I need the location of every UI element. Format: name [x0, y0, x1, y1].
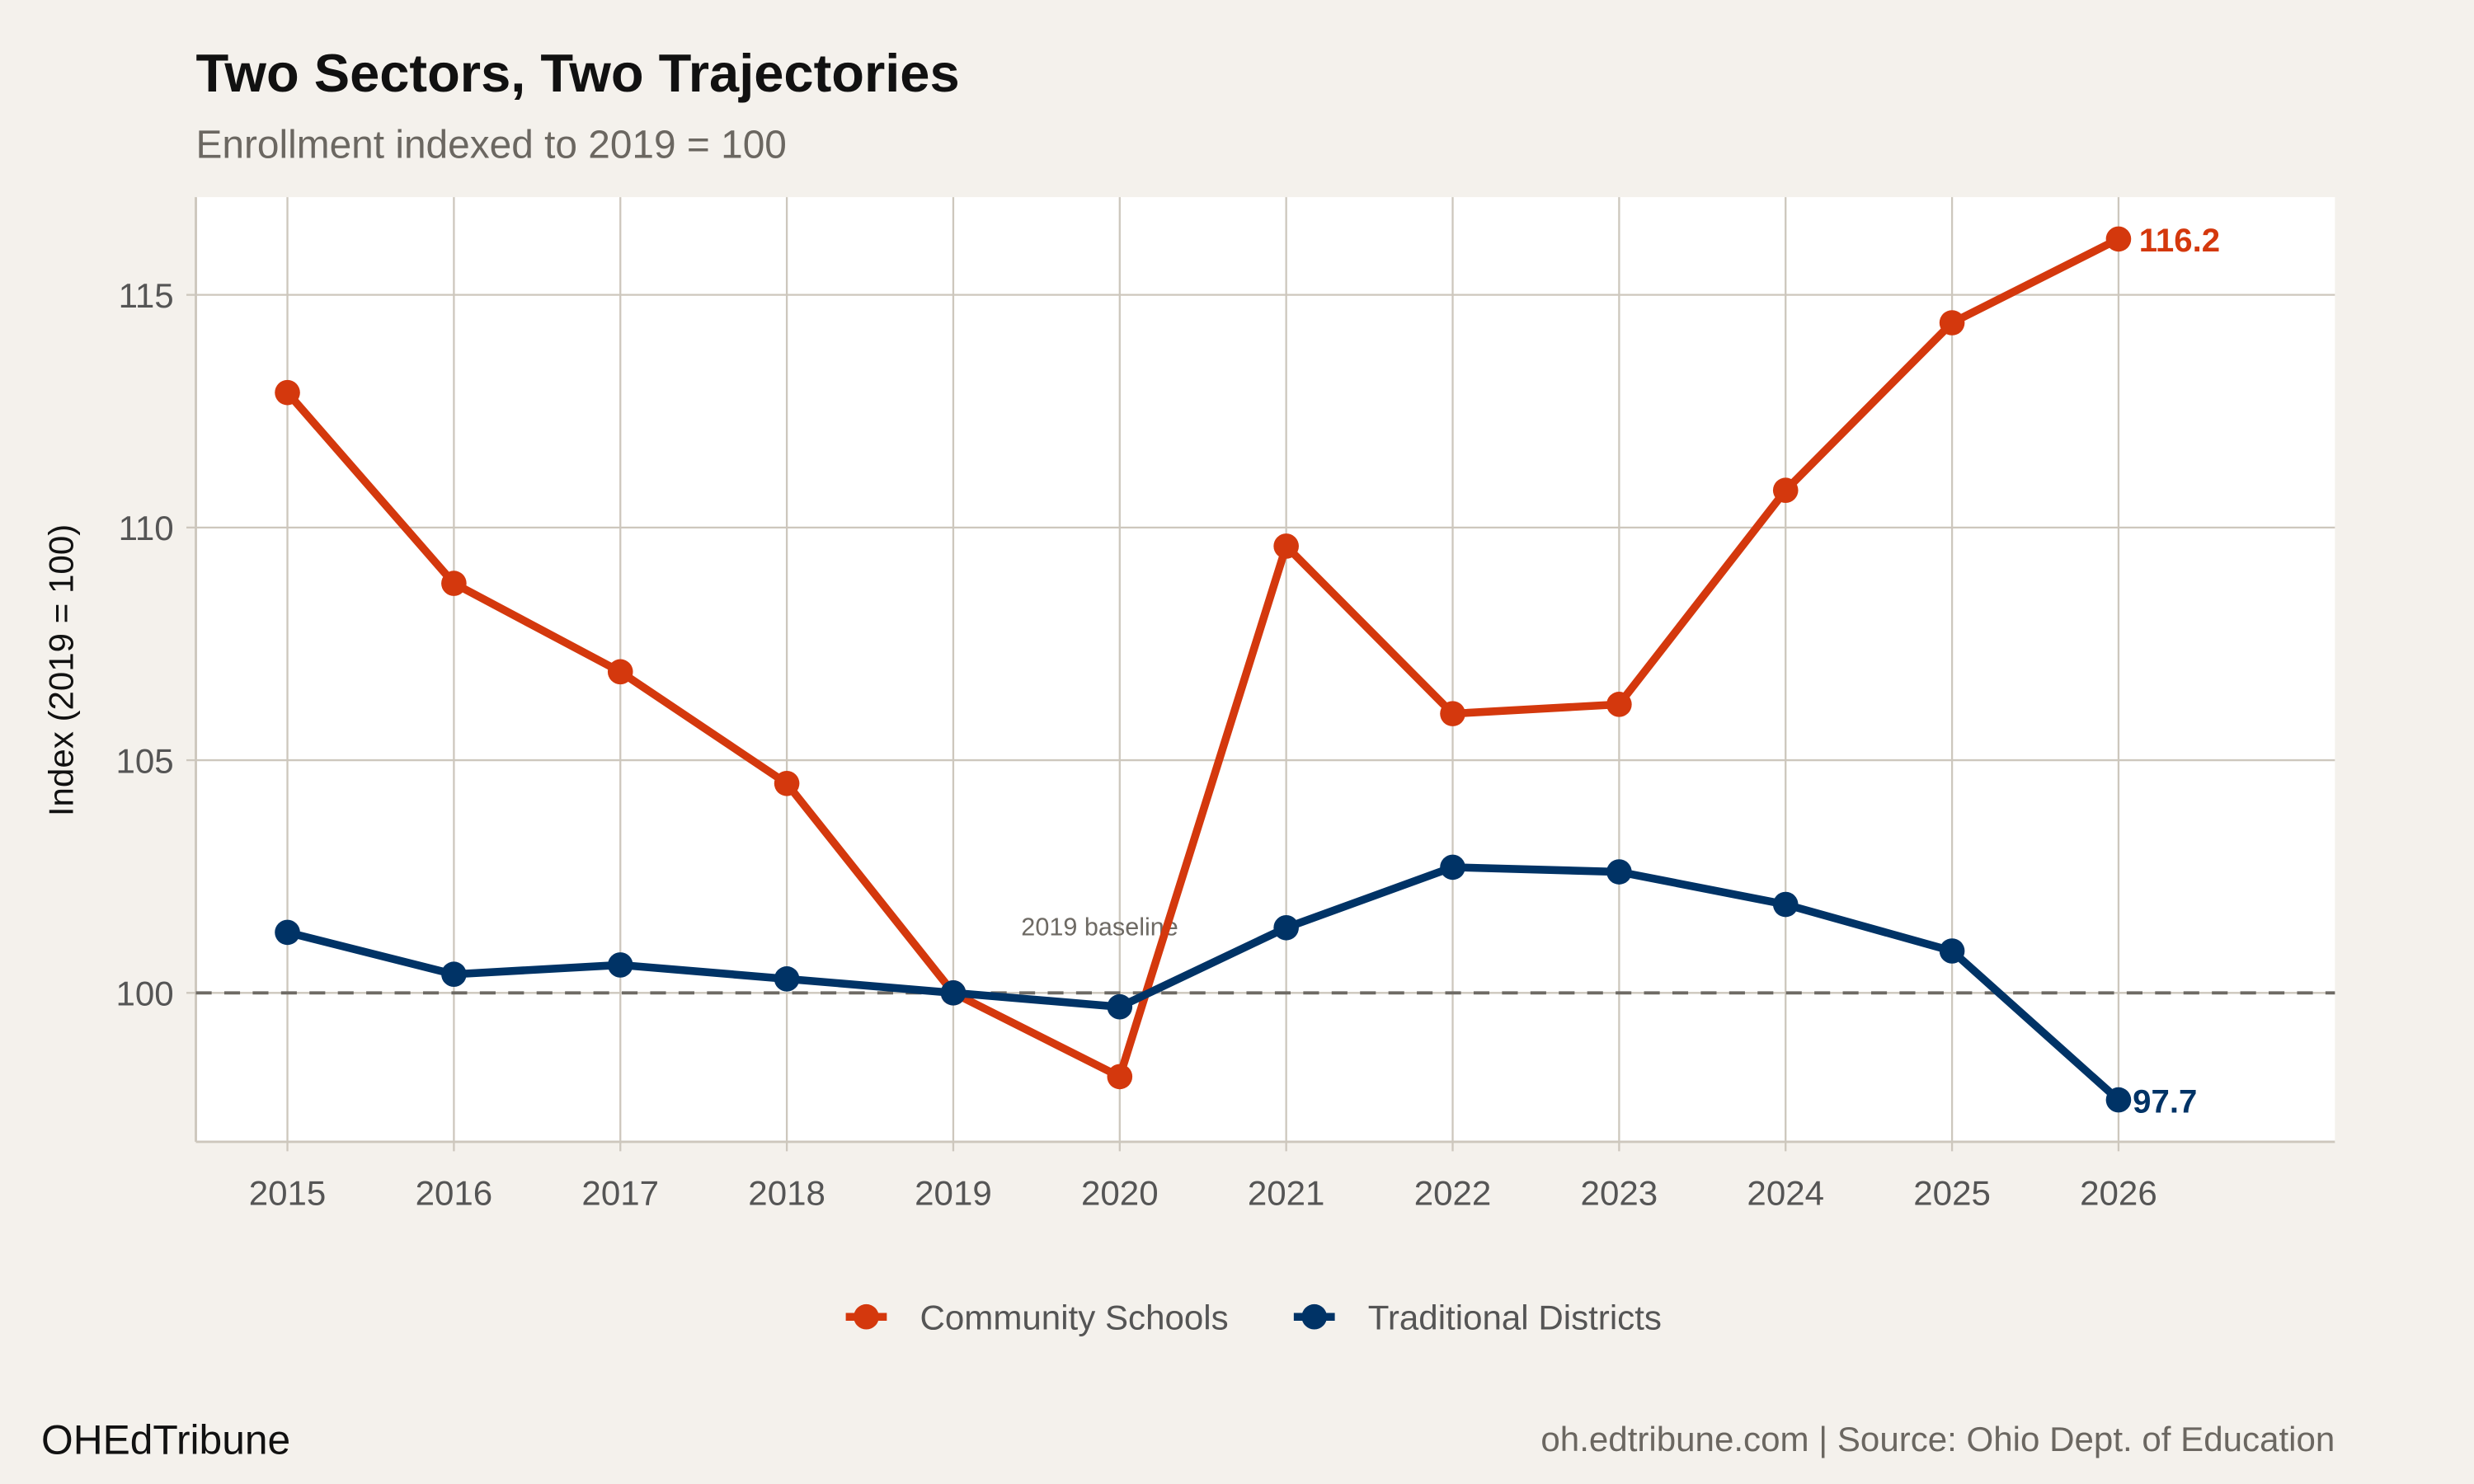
baseline-annotation: 2019 baseline	[1021, 913, 1178, 941]
data-point	[1772, 477, 1799, 504]
x-tick-label: 2017	[581, 1173, 659, 1212]
data-point	[1440, 854, 1465, 881]
chart-title: Two Sectors, Two Trajectories	[196, 43, 960, 103]
data-point	[441, 961, 467, 988]
data-point	[275, 379, 300, 406]
gridlines	[195, 197, 2335, 1142]
data-point	[1772, 891, 1799, 918]
data-point	[1440, 701, 1465, 726]
x-tick-label: 2026	[2080, 1173, 2157, 1212]
y-axis-label: Index (2019 = 100)	[41, 524, 80, 816]
data-point	[1606, 859, 1632, 885]
data-point	[774, 770, 800, 796]
data-point	[1273, 914, 1299, 941]
series-group: 116.2 97.7	[275, 222, 2220, 1120]
y-tick-label: 110	[119, 509, 174, 547]
data-point	[1939, 310, 1965, 336]
data-point	[2105, 1087, 2132, 1113]
legend-swatch-point	[854, 1303, 879, 1330]
data-point	[441, 571, 467, 596]
source-label: oh.edtribune.com | Source: Ohio Dept. of…	[1540, 1420, 2335, 1458]
data-point	[1107, 1064, 1133, 1090]
x-tick-label: 2022	[1414, 1173, 1492, 1212]
series-line	[284, 235, 2121, 1081]
data-point	[275, 919, 300, 946]
plot-panel	[195, 197, 2335, 1142]
series-traditional-districts: 97.7	[275, 854, 2197, 1120]
legend-label: Traditional Districts	[1368, 1298, 1662, 1337]
legend: Community Schools Traditional Districts	[845, 1298, 1662, 1337]
x-tick-label: 2024	[1747, 1173, 1824, 1212]
data-point	[607, 659, 633, 685]
legend-swatch-point	[1301, 1303, 1328, 1330]
data-point	[1606, 692, 1632, 717]
x-tick-label: 2020	[1081, 1173, 1159, 1212]
data-point	[607, 952, 633, 978]
y-tick-label: 115	[119, 276, 174, 315]
data-point	[774, 966, 800, 992]
data-point	[2105, 226, 2132, 252]
legend-label: Community Schools	[920, 1298, 1229, 1337]
x-tick-label: 2015	[249, 1173, 327, 1212]
x-tick-label: 2025	[1913, 1173, 1991, 1212]
series-community-schools: 116.2	[275, 222, 2220, 1090]
data-point	[940, 979, 967, 1006]
reference-line-group: 2019 baseline	[195, 913, 2335, 995]
x-tick-label: 2023	[1581, 1173, 1658, 1212]
brand-label: OHEdTribune	[41, 1417, 290, 1463]
axes: 2015 2016 2017 2018 2019 2020 2021 2022 2023 2024…	[116, 197, 2335, 1212]
y-tick-label: 100	[116, 974, 174, 1013]
x-tick-label: 2018	[748, 1173, 825, 1212]
series-line	[286, 863, 2122, 1103]
x-tick-label: 2021	[1248, 1173, 1325, 1212]
x-tick-label: 2019	[915, 1173, 992, 1212]
end-value-label: 97.7	[2133, 1082, 2197, 1120]
data-point	[1939, 938, 1965, 964]
y-tick-label: 105	[116, 741, 174, 780]
data-point	[1107, 993, 1133, 1020]
end-value-label: 116.2	[2139, 222, 2220, 259]
x-tick-label: 2016	[416, 1173, 493, 1212]
data-point	[1273, 533, 1299, 559]
chart-subtitle: Enrollment indexed to 2019 = 100	[196, 123, 787, 167]
